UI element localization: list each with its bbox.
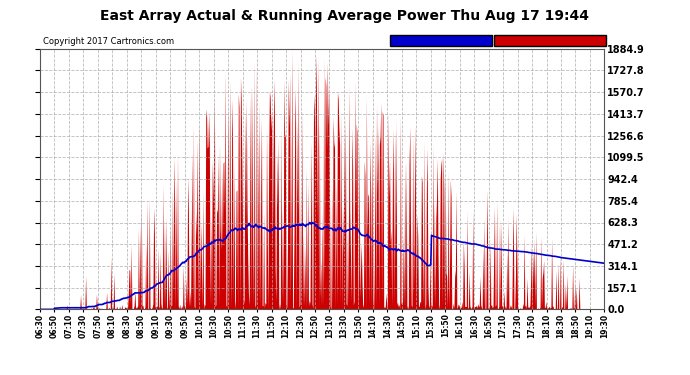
Text: Average  (DC Watts): Average (DC Watts) [397, 36, 484, 45]
Text: East Array  (DC Watts): East Array (DC Watts) [502, 36, 598, 45]
Text: Copyright 2017 Cartronics.com: Copyright 2017 Cartronics.com [43, 37, 174, 46]
Text: East Array Actual & Running Average Power Thu Aug 17 19:44: East Array Actual & Running Average Powe… [101, 9, 589, 23]
